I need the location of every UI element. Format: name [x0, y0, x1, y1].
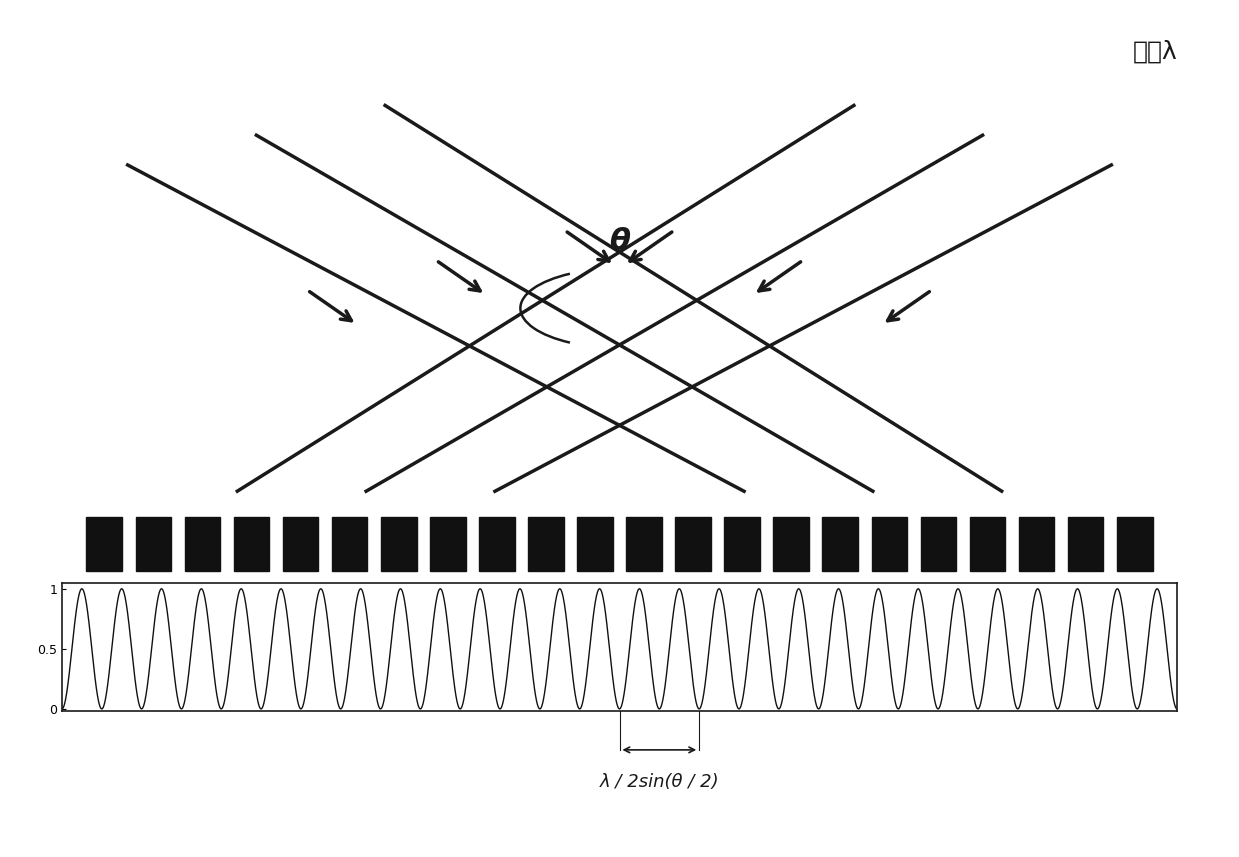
- Bar: [921, 518, 957, 572]
- Bar: [332, 518, 368, 572]
- Bar: [430, 518, 466, 572]
- Bar: [773, 518, 809, 572]
- Bar: [577, 518, 613, 572]
- Bar: [282, 518, 318, 572]
- Bar: [234, 518, 269, 572]
- Bar: [1018, 518, 1054, 572]
- Text: λ / 2sin(θ / 2): λ / 2sin(θ / 2): [600, 773, 719, 791]
- Bar: [185, 518, 221, 572]
- Bar: [725, 518, 760, 572]
- Text: 波长λ: 波长λ: [1132, 39, 1177, 63]
- Bar: [1068, 518, 1104, 572]
- Bar: [528, 518, 564, 572]
- Bar: [479, 518, 514, 572]
- Bar: [871, 518, 907, 572]
- Bar: [135, 518, 171, 572]
- Bar: [970, 518, 1005, 572]
- Bar: [626, 518, 662, 572]
- Bar: [87, 518, 123, 572]
- Bar: [823, 518, 859, 572]
- Text: θ: θ: [610, 227, 629, 256]
- Bar: [1116, 518, 1152, 572]
- Bar: [380, 518, 416, 572]
- Bar: [675, 518, 711, 572]
